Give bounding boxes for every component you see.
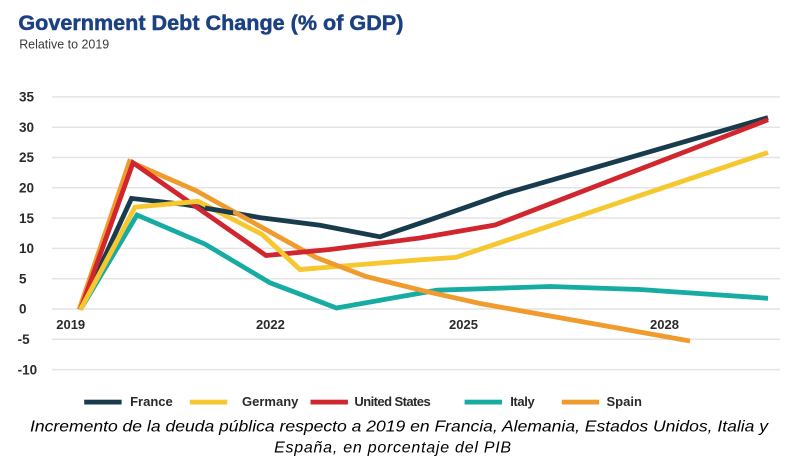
- svg-text:0: 0: [19, 302, 27, 317]
- svg-text:10: 10: [19, 241, 34, 256]
- svg-text:Germany: Germany: [242, 394, 299, 409]
- svg-text:France: France: [130, 394, 173, 409]
- svg-text:35: 35: [19, 90, 35, 105]
- svg-text:Italy: Italy: [510, 394, 535, 409]
- svg-text:2022: 2022: [256, 317, 285, 332]
- svg-text:2028: 2028: [650, 317, 679, 332]
- svg-text:15: 15: [19, 211, 35, 226]
- svg-text:España, en porcentaje del PIB: España, en porcentaje del PIB: [274, 440, 511, 457]
- svg-text:30: 30: [19, 120, 34, 135]
- svg-text:Relative to 2019: Relative to 2019: [19, 37, 109, 52]
- svg-text:Spain: Spain: [607, 394, 642, 409]
- svg-text:-5: -5: [18, 332, 30, 347]
- svg-text:2025: 2025: [449, 317, 478, 332]
- svg-text:25: 25: [19, 150, 35, 165]
- svg-text:Government Debt Change (% of G: Government Debt Change (% of GDP): [18, 11, 403, 35]
- svg-text:Incremento de la deuda pública: Incremento de la deuda pública respecto …: [30, 418, 769, 435]
- svg-text:-10: -10: [18, 362, 38, 377]
- svg-text:United States: United States: [354, 394, 430, 409]
- svg-text:20: 20: [19, 181, 34, 196]
- svg-text:2019: 2019: [56, 317, 85, 332]
- svg-text:5: 5: [19, 271, 27, 286]
